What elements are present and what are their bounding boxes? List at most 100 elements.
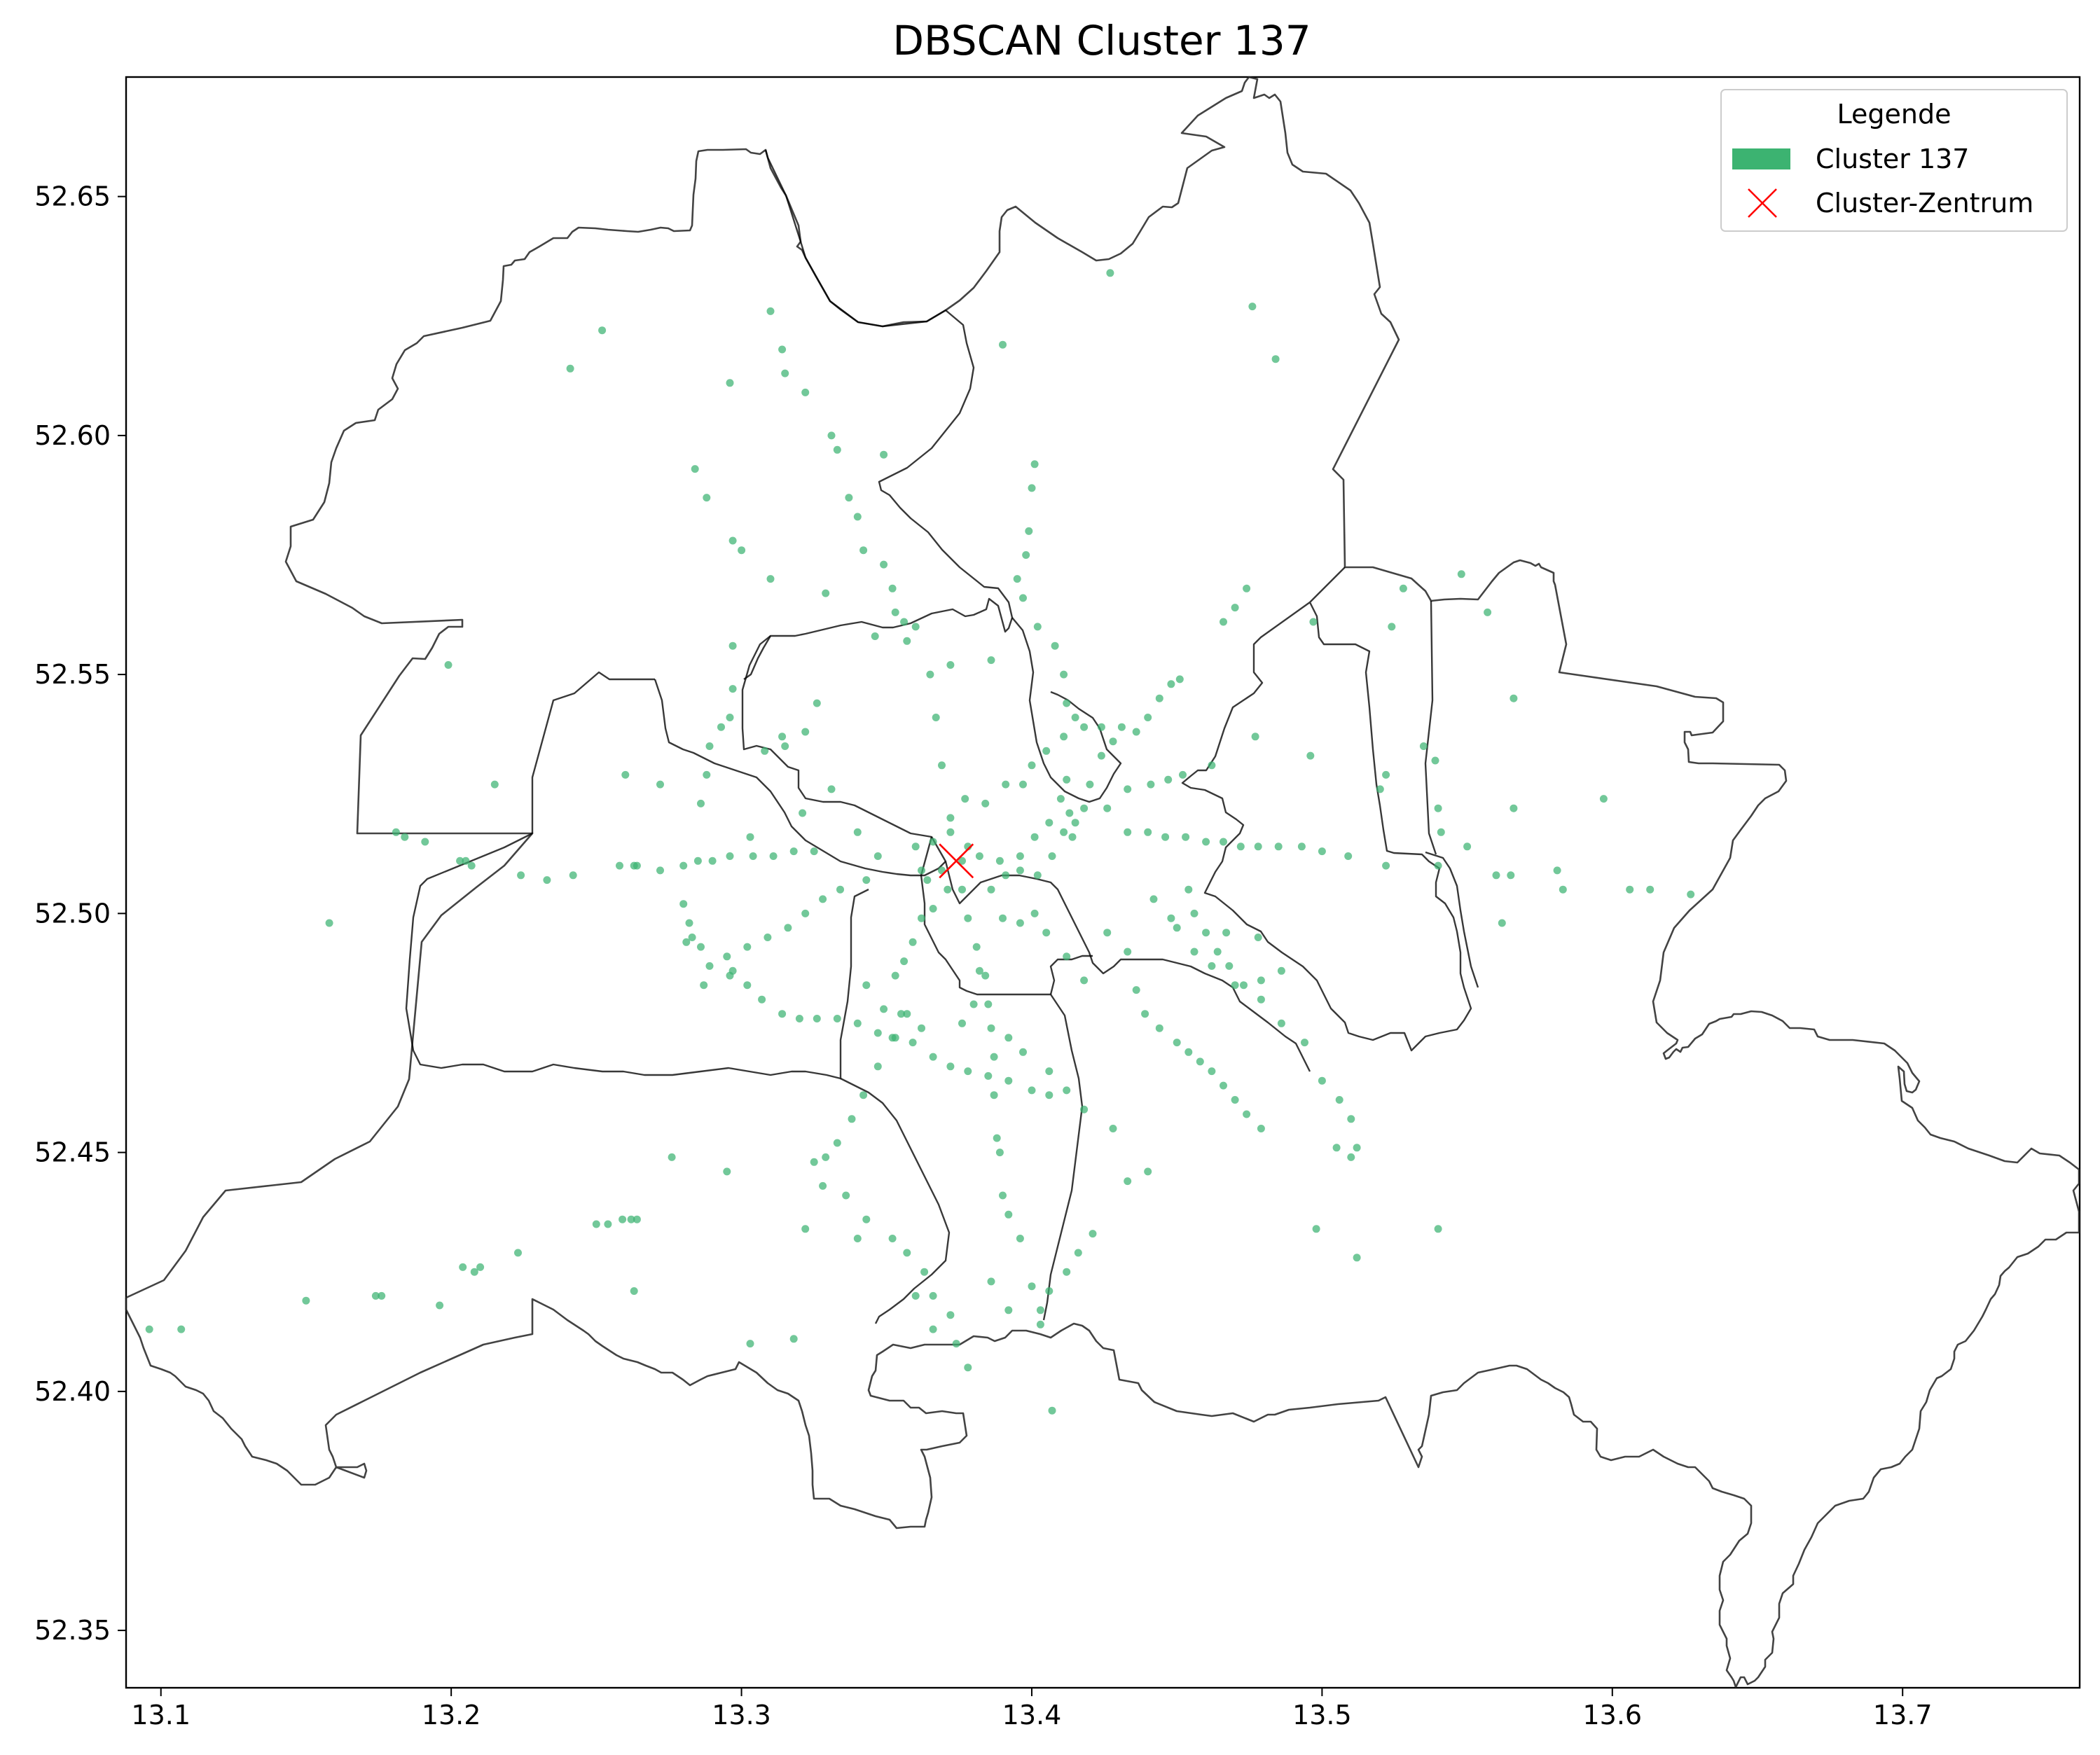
cluster-point <box>833 1015 841 1022</box>
cluster-point <box>853 513 862 521</box>
cluster-point <box>1599 795 1608 803</box>
cluster-point <box>810 847 818 856</box>
cluster-point <box>1257 1125 1265 1132</box>
cluster-point <box>778 1010 787 1018</box>
cluster-point <box>1277 966 1285 975</box>
cluster-point <box>880 1005 888 1013</box>
cluster-point <box>1063 952 1071 961</box>
cluster-point <box>703 494 711 502</box>
legend-box <box>1720 89 2068 232</box>
cluster-point <box>995 856 1004 865</box>
y-tick-label: 52.65 <box>34 181 111 212</box>
cluster-point <box>833 1139 841 1147</box>
cluster-point <box>764 934 772 941</box>
cluster-point <box>888 584 897 592</box>
cluster-point <box>325 919 333 927</box>
cluster-point <box>813 1015 821 1022</box>
cluster-point <box>1155 1024 1163 1032</box>
cluster-point <box>444 661 453 669</box>
cluster-point <box>1124 948 1132 956</box>
cluster-point <box>436 1301 444 1310</box>
cluster-point <box>1225 962 1234 970</box>
cluster-point <box>1498 919 1506 927</box>
cluster-point <box>1063 1086 1071 1095</box>
cluster-point <box>1257 976 1265 985</box>
cluster-point <box>1030 909 1039 917</box>
cluster-point <box>929 1325 937 1333</box>
cluster-point <box>888 1235 897 1242</box>
cluster-point <box>1231 981 1239 990</box>
cluster-point <box>703 770 711 779</box>
cluster-point <box>1089 1230 1097 1238</box>
cluster-point <box>1060 828 1068 836</box>
cluster-point <box>726 852 734 860</box>
cluster-point <box>462 856 470 865</box>
cluster-point <box>987 656 995 665</box>
cluster-point <box>1065 809 1074 817</box>
cluster-point <box>918 914 925 922</box>
cluster-point <box>1419 742 1428 750</box>
cluster-point <box>984 1000 993 1008</box>
cluster-point <box>1045 1287 1054 1295</box>
cluster-point <box>778 733 787 741</box>
cluster-point <box>909 938 917 946</box>
cluster-point <box>918 1024 925 1032</box>
cluster-point <box>781 742 789 750</box>
district-line-pankow <box>1011 617 1122 803</box>
cluster-point <box>1382 770 1390 779</box>
cluster-point <box>1220 838 1227 846</box>
cluster-point <box>1457 570 1465 578</box>
cluster-point <box>633 861 641 870</box>
cluster-point <box>999 1191 1007 1200</box>
cluster-point <box>911 842 920 851</box>
cluster-point <box>746 1340 754 1348</box>
cluster-point <box>1045 819 1054 827</box>
cluster-point <box>1045 1067 1054 1076</box>
district-line-tempelhof <box>920 836 1084 1321</box>
cluster-point <box>958 885 966 894</box>
cluster-point <box>969 1000 978 1008</box>
cluster-point <box>1167 914 1175 922</box>
cluster-point <box>1248 303 1257 311</box>
x-tick-label: 13.1 <box>131 1700 191 1730</box>
cluster-center-marker <box>939 843 974 879</box>
cluster-point <box>862 1215 871 1223</box>
cluster-point <box>1030 460 1039 469</box>
cluster-point <box>1220 1081 1227 1090</box>
district-line-center <box>741 635 1311 1072</box>
cluster-point <box>822 1153 830 1161</box>
cluster-point <box>993 1134 1001 1142</box>
cluster-point <box>1048 1406 1056 1415</box>
cluster-point <box>964 1364 972 1372</box>
cluster-point <box>981 799 990 807</box>
cluster-point <box>891 608 899 616</box>
cluster-point <box>873 1062 882 1071</box>
cluster-point <box>1510 804 1518 812</box>
cluster-point <box>999 340 1007 349</box>
district-line-west-center <box>654 679 946 877</box>
cluster-point <box>1434 1225 1442 1233</box>
cluster-point <box>514 1249 522 1257</box>
cluster-point <box>1353 1144 1361 1152</box>
cluster-point <box>848 1115 856 1123</box>
cluster-point <box>1144 1167 1152 1176</box>
y-tick-label: 52.45 <box>34 1137 111 1168</box>
cluster-point <box>1277 1019 1285 1027</box>
cluster-point <box>1220 618 1227 626</box>
cluster-point <box>778 345 787 354</box>
cluster-point <box>1213 948 1222 956</box>
cluster-point <box>1016 852 1024 860</box>
cluster-point <box>1382 861 1390 870</box>
cluster-point <box>1033 871 1042 880</box>
cluster-point <box>1332 1144 1341 1152</box>
cluster-point <box>1167 680 1175 688</box>
legend-patch-cluster <box>1732 148 1790 169</box>
cluster-point <box>1019 780 1027 789</box>
cluster-point <box>726 714 734 721</box>
cluster-point <box>656 866 664 875</box>
cluster-point <box>490 780 499 789</box>
cluster-point <box>880 560 888 569</box>
cluster-point <box>717 723 725 731</box>
y-tick-label: 52.55 <box>34 659 111 690</box>
cluster-point <box>990 1053 998 1061</box>
